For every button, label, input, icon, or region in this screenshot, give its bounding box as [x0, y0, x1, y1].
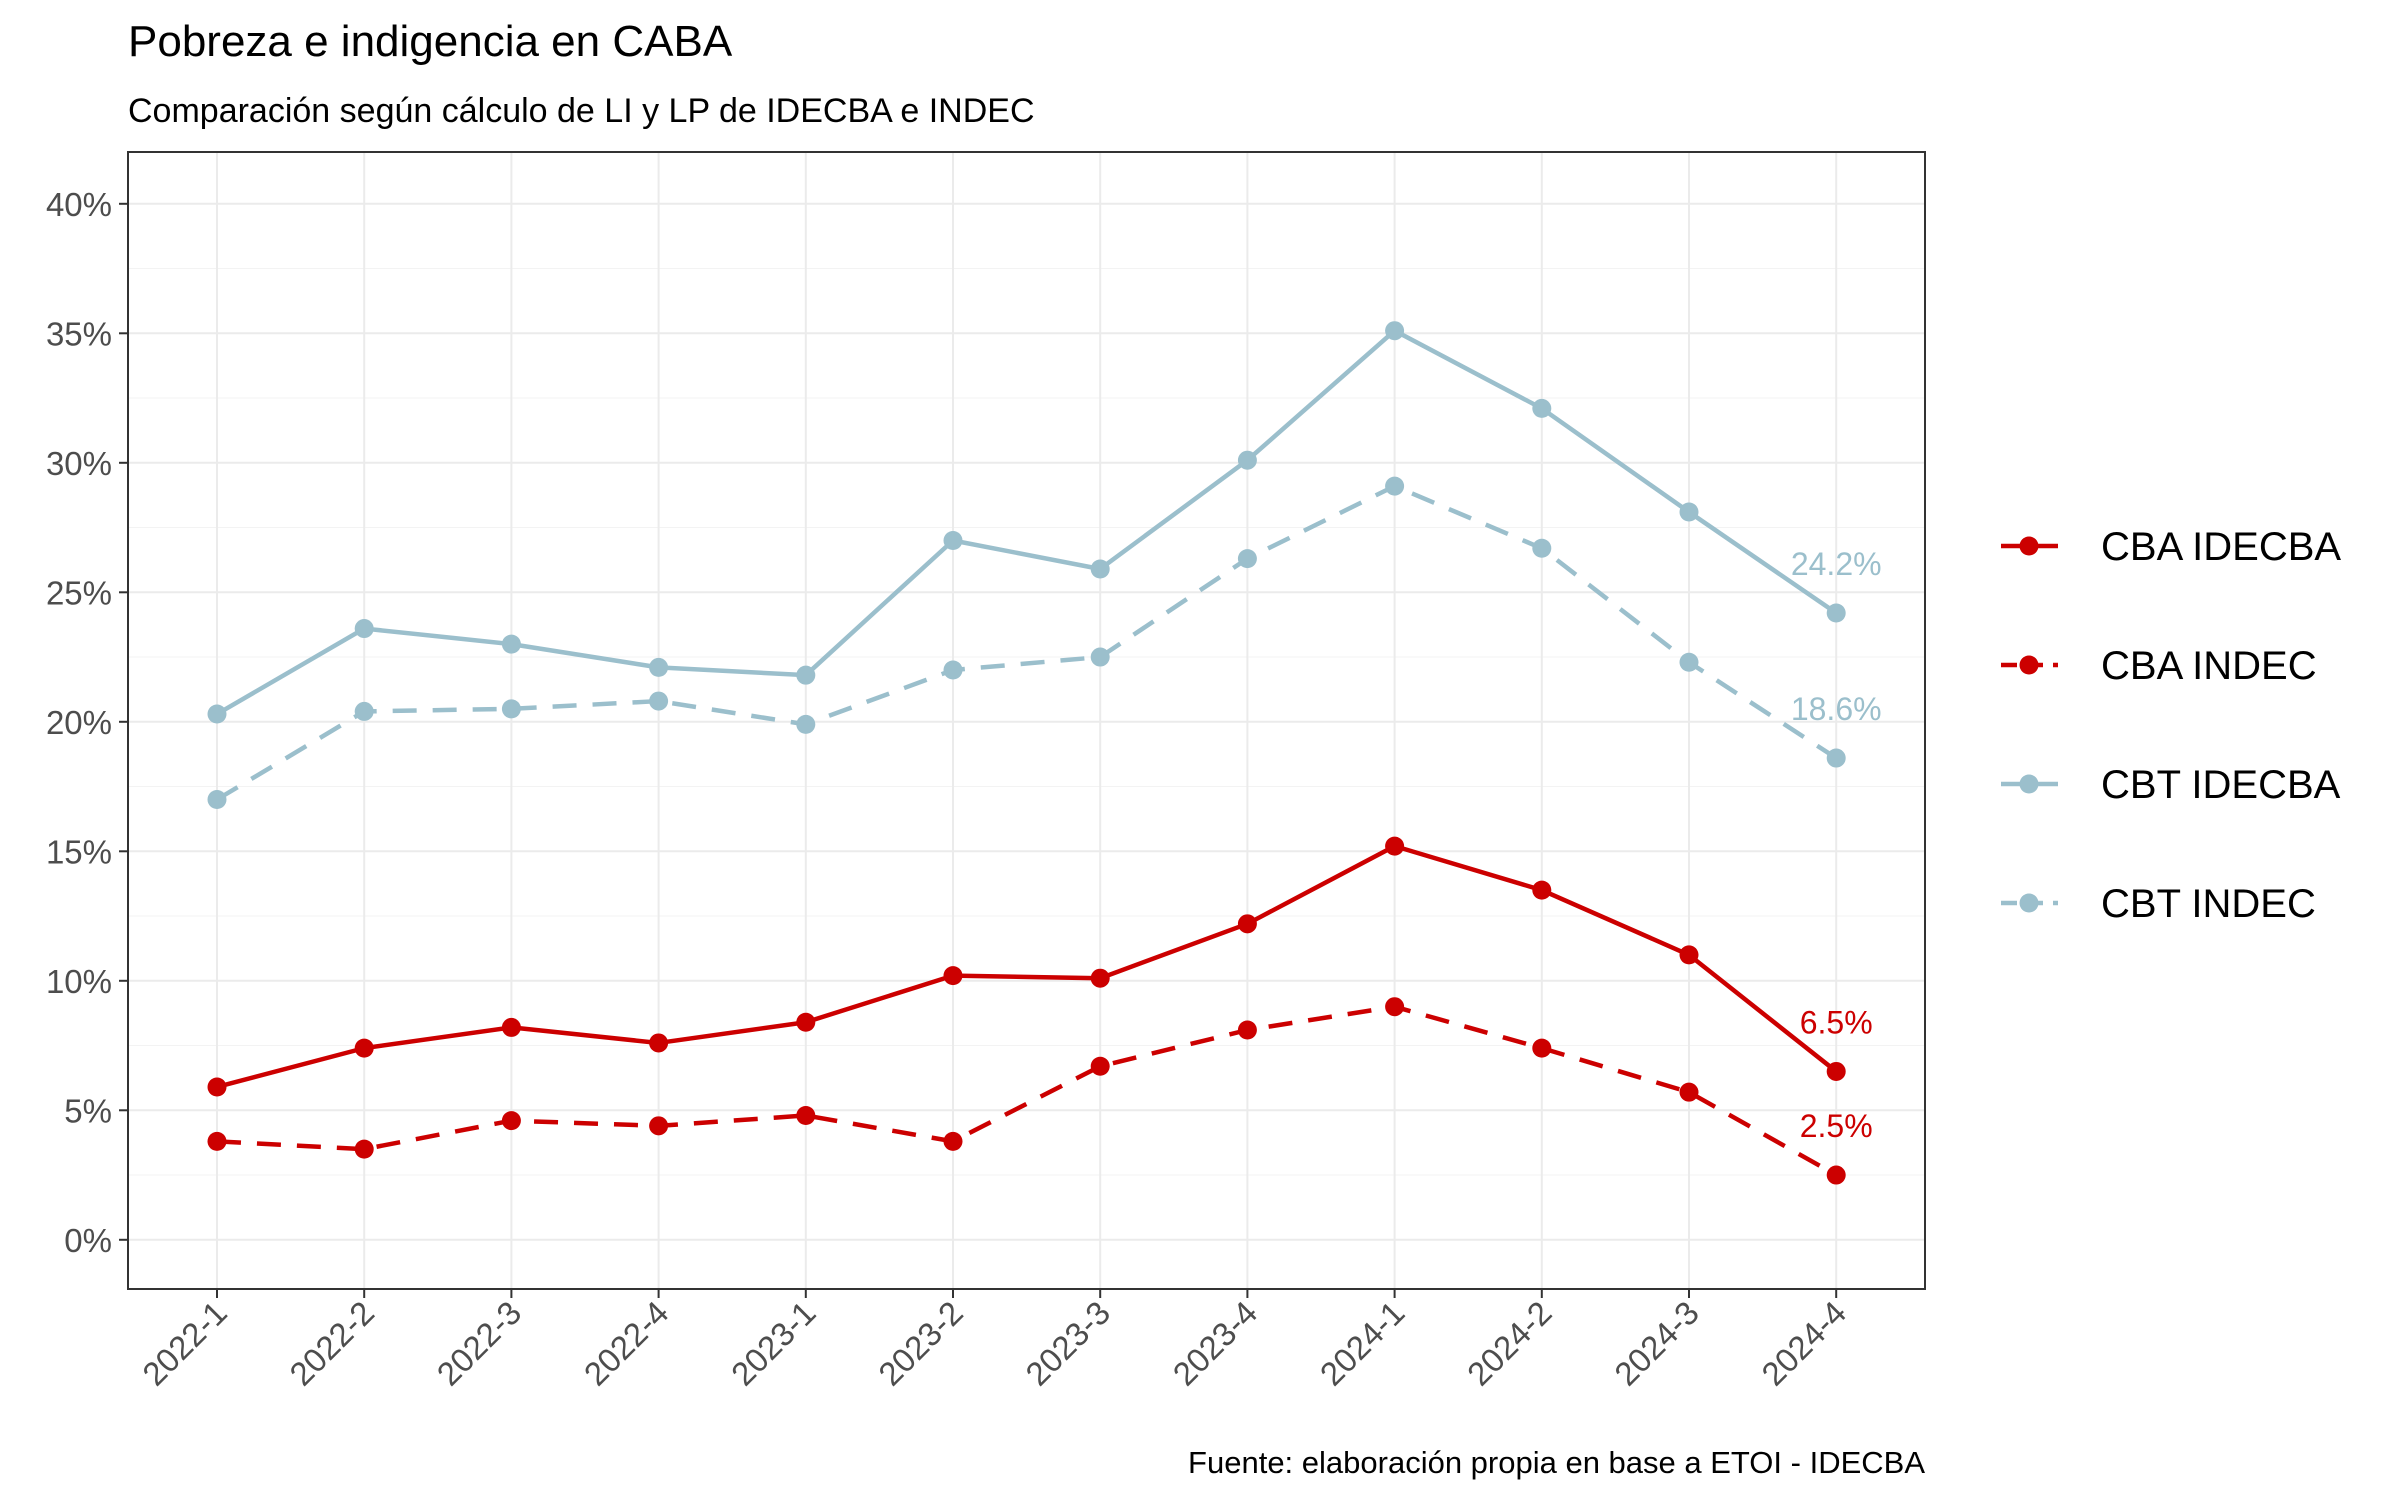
legend-label: CBT INDEC [2101, 882, 2316, 926]
data-point [796, 1105, 816, 1125]
x-tick-label: 2024-2 [1460, 1294, 1559, 1393]
data-point [796, 665, 816, 685]
data-point [501, 634, 521, 654]
data-point [207, 789, 227, 809]
x-tick-label: 2024-4 [1754, 1294, 1853, 1393]
data-point [1679, 502, 1699, 522]
data-point [1385, 997, 1405, 1017]
data-point [1826, 1165, 1846, 1185]
legend-label: CBA INDEC [2101, 644, 2317, 688]
chart-caption: Fuente: elaboración propia en base a ETO… [1188, 1445, 1925, 1480]
data-point [1090, 1056, 1110, 1076]
data-point [1385, 836, 1405, 856]
legend-key-point [2019, 893, 2039, 913]
data-point [1090, 647, 1110, 667]
data-point [354, 1038, 374, 1058]
data-point [207, 1131, 227, 1151]
x-tick-label: 2023-3 [1018, 1294, 1117, 1393]
data-point [1532, 880, 1552, 900]
data-point [501, 699, 521, 719]
y-tick-label: 5% [64, 1092, 112, 1129]
y-tick-label: 0% [64, 1222, 112, 1259]
y-tick-label: 40% [46, 186, 112, 223]
data-point [207, 1077, 227, 1097]
x-tick-label: 2023-2 [871, 1294, 970, 1393]
series-line [216, 1004, 1838, 1178]
x-tick-label: 2022-1 [135, 1294, 234, 1393]
data-point [207, 704, 227, 724]
data-point [1826, 1061, 1846, 1081]
data-point [501, 1111, 521, 1131]
chart-subtitle: Comparación según cálculo de LI y LP de … [128, 92, 1035, 130]
data-point [1679, 1082, 1699, 1102]
end-value-label: 24.2% [1791, 546, 1882, 582]
data-point [1679, 945, 1699, 965]
data-point [1237, 450, 1257, 470]
data-point [1826, 603, 1846, 623]
x-tick-label: 2022-3 [430, 1294, 529, 1393]
y-axis: 0% 5% 10% 15% 20% 25% 30% 35% 40% [46, 186, 128, 1259]
data-point [1532, 398, 1552, 418]
y-tick-label: 35% [46, 315, 112, 352]
x-tick-label: 2024-1 [1313, 1294, 1412, 1393]
legend-label: CBA IDECBA [2101, 525, 2341, 569]
legend-key-point [2019, 655, 2039, 675]
series-layer: 6.5% 2.5% 24.2% 18.6% [207, 321, 1882, 1185]
data-point [1385, 321, 1405, 341]
data-point [1237, 1020, 1257, 1040]
data-point [1826, 748, 1846, 768]
legend-label: CBT IDECBA [2101, 763, 2341, 807]
chart-title: Pobreza e indigencia en CABA [128, 17, 733, 66]
legend-key-point [2019, 536, 2039, 556]
data-point [354, 619, 374, 639]
grid-lines [128, 152, 1925, 1289]
data-point [943, 660, 963, 680]
data-point [796, 1012, 816, 1032]
series-line [216, 843, 1838, 1090]
data-point [649, 657, 669, 677]
legend: CBA IDECBA CBA INDEC CBT IDECBA CBT INDEC [2001, 525, 2341, 926]
data-point [1090, 968, 1110, 988]
y-tick-label: 30% [46, 445, 112, 482]
series-line [215, 328, 1838, 716]
data-point [1532, 538, 1552, 558]
x-tick-label: 2022-2 [282, 1294, 381, 1393]
x-tick-label: 2024-3 [1607, 1294, 1706, 1393]
y-tick-label: 10% [46, 963, 112, 1000]
data-point [943, 966, 963, 986]
plot-panel-border [127, 151, 1926, 1290]
data-point [501, 1017, 521, 1037]
data-point [1237, 914, 1257, 934]
data-point [1679, 652, 1699, 672]
data-point [354, 1139, 374, 1159]
data-point [943, 530, 963, 550]
series-line [215, 483, 1838, 802]
legend-key-point [2019, 774, 2039, 794]
data-point [354, 701, 374, 721]
y-tick-label: 15% [46, 833, 112, 870]
end-value-label: 6.5% [1800, 1004, 1873, 1040]
x-tick-label: 2023-4 [1166, 1294, 1265, 1393]
data-point [649, 691, 669, 711]
x-tick-label: 2022-4 [577, 1294, 676, 1393]
y-tick-label: 25% [46, 574, 112, 611]
data-point [1385, 476, 1405, 496]
data-point [796, 714, 816, 734]
data-point [943, 1131, 963, 1151]
data-point [649, 1033, 669, 1053]
data-point [1237, 549, 1257, 569]
x-tick-label: 2023-1 [724, 1294, 823, 1393]
data-point [1090, 559, 1110, 579]
x-axis: 2022-1 2022-2 2022-3 2022-4 2023-1 2023-2 2023… [135, 1289, 1853, 1393]
end-value-label: 18.6% [1791, 691, 1882, 727]
data-point [1532, 1038, 1552, 1058]
data-point [649, 1116, 669, 1136]
y-tick-label: 20% [46, 704, 112, 741]
end-value-label: 2.5% [1800, 1108, 1873, 1144]
